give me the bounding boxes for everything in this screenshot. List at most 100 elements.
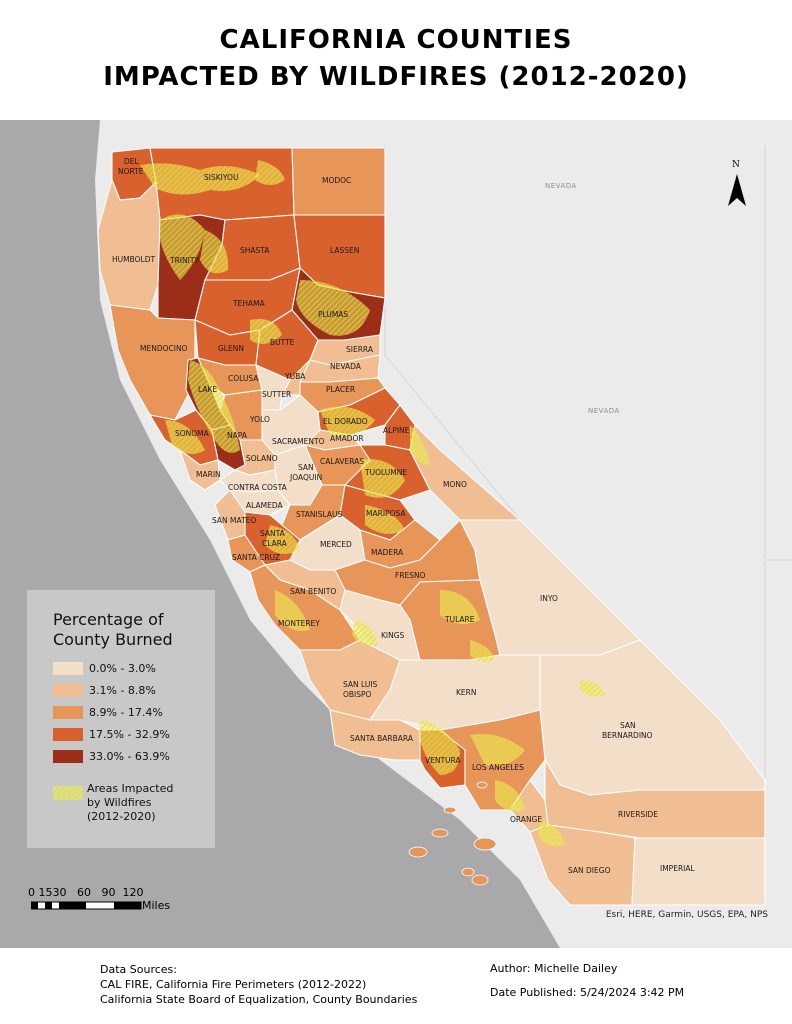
legend-class-label: 17.5% - 32.9% bbox=[89, 728, 170, 741]
label-ventura: VENTURA bbox=[425, 756, 461, 765]
map-title-line-2: IMPACTED BY WILDFIRES (2012-2020) bbox=[103, 62, 689, 92]
data-source-1: CAL FIRE, California Fire Perimeters (20… bbox=[100, 978, 367, 991]
california-map[interactable]: NEVADA NEVADA DEL NORTE SISKIYOU MODOC H… bbox=[0, 120, 792, 948]
label-placer: PLACER bbox=[326, 385, 355, 394]
north-arrow-label: N bbox=[732, 160, 740, 170]
label-kings: KINGS bbox=[381, 631, 405, 640]
scale-bar-unit: Miles bbox=[142, 899, 171, 912]
label-yuba: YUBA bbox=[284, 372, 306, 381]
county-mendocino[interactable] bbox=[109, 304, 196, 421]
legend-class-label: 33.0% - 63.9% bbox=[89, 750, 170, 763]
label-el-dorado: EL DORADO bbox=[323, 417, 368, 426]
legend-swatch bbox=[53, 728, 83, 741]
label-lake: LAKE bbox=[198, 385, 217, 394]
label-kern: KERN bbox=[456, 688, 476, 697]
label-nevada-county: NEVADA bbox=[330, 362, 362, 371]
label-santa-1: SANTA bbox=[260, 529, 286, 538]
label-sacramento: SACRAMENTO bbox=[272, 437, 325, 446]
state-label-nevada-north: NEVADA bbox=[545, 182, 577, 190]
map-frame[interactable]: NEVADA NEVADA DEL NORTE SISKIYOU MODOC H… bbox=[0, 120, 792, 948]
label-imperial: IMPERIAL bbox=[660, 864, 695, 873]
label-inyo: INYO bbox=[540, 594, 558, 603]
label-trinity: TRINITY bbox=[169, 256, 199, 265]
label-stanislaus: STANISLAUS bbox=[296, 510, 342, 519]
county-humboldt[interactable] bbox=[97, 179, 161, 311]
legend-class-label: 3.1% - 8.8% bbox=[89, 684, 156, 697]
county-labels: DEL NORTE SISKIYOU MODOC HUMBOLDT TRINIT… bbox=[112, 157, 695, 875]
wildfire-areas bbox=[140, 160, 605, 847]
label-merced: MERCED bbox=[320, 540, 352, 549]
legend-title-line-2: County Burned bbox=[53, 630, 173, 649]
label-san-joaquin-2: JOAQUIN bbox=[289, 473, 322, 482]
scale-bar-ticks: 0 1530 60 90 120 bbox=[28, 886, 144, 899]
scale-bar-graphic bbox=[31, 901, 142, 910]
label-calaveras: CALAVERAS bbox=[320, 457, 364, 466]
label-orange: ORANGE bbox=[510, 815, 542, 824]
label-tuolumne: TUOLUMNE bbox=[364, 468, 407, 477]
label-madera: MADERA bbox=[371, 548, 404, 557]
date-published: Date Published: 5/24/2024 3:42 PM bbox=[490, 986, 685, 999]
label-colusa: COLUSA bbox=[228, 374, 259, 383]
legend-title: Percentage of County Burned bbox=[53, 610, 173, 650]
label-sutter: SUTTER bbox=[262, 390, 291, 399]
label-san-mateo: SAN MATEO bbox=[212, 516, 256, 525]
channel-islands bbox=[408, 781, 497, 886]
label-contra-costa: CONTRA COSTA bbox=[228, 483, 288, 492]
label-alameda: ALAMEDA bbox=[246, 501, 283, 510]
data-sources-heading: Data Sources: bbox=[100, 963, 177, 976]
label-monterey: MONTEREY bbox=[278, 619, 320, 628]
label-san-diego: SAN DIEGO bbox=[568, 866, 611, 875]
data-sources: Data Sources: CAL FIRE, California Fire … bbox=[100, 962, 417, 1007]
label-del: DEL bbox=[124, 157, 140, 166]
label-butte: BUTTE bbox=[270, 338, 295, 347]
legend-fire-line-2: by Wildfires bbox=[87, 796, 152, 809]
label-mono: MONO bbox=[443, 480, 467, 489]
label-san-bernardino-2: BERNARDINO bbox=[602, 731, 653, 740]
label-amador: AMADOR bbox=[330, 434, 364, 443]
scale-bar: 0 1530 60 90 120 Miles bbox=[28, 886, 198, 926]
label-solano: SOLANO bbox=[246, 454, 278, 463]
label-shasta: SHASTA bbox=[240, 246, 270, 255]
legend-class-label: 8.9% - 17.4% bbox=[89, 706, 163, 719]
legend-fire-label: Areas Impacted by Wildfires (2012-2020) bbox=[87, 782, 207, 824]
label-tehama: TEHAMA bbox=[232, 299, 266, 308]
legend-class-label: 0.0% - 3.0% bbox=[89, 662, 156, 675]
label-marin: MARIN bbox=[196, 470, 221, 479]
author: Author: Michelle Dailey bbox=[490, 962, 618, 975]
legend-fire-line-3: (2012-2020) bbox=[87, 810, 156, 823]
label-mendocino: MENDOCINO bbox=[140, 344, 188, 353]
north-arrow-icon bbox=[728, 174, 746, 206]
legend-fire-swatch bbox=[53, 786, 83, 800]
label-san-joaquin-1: SAN bbox=[298, 463, 314, 472]
legend-swatch bbox=[53, 662, 83, 675]
label-modoc: MODOC bbox=[322, 176, 351, 185]
map-title-line-1: CALIFORNIA COUNTIES bbox=[219, 25, 573, 55]
label-sonoma: SONOMA bbox=[175, 429, 210, 438]
legend-title-line-1: Percentage of bbox=[53, 610, 164, 629]
label-riverside: RIVERSIDE bbox=[618, 810, 658, 819]
label-plumas: PLUMAS bbox=[318, 310, 348, 319]
map-attribution: Esri, HERE, Garmin, USGS, EPA, NPS bbox=[605, 910, 768, 920]
label-siskiyou: SISKIYOU bbox=[204, 173, 238, 182]
legend-swatch bbox=[53, 684, 83, 697]
label-san-benito: SAN BENITO bbox=[290, 587, 336, 596]
label-lassen: LASSEN bbox=[330, 246, 359, 255]
label-yolo: YOLO bbox=[249, 415, 270, 424]
label-humboldt: HUMBOLDT bbox=[112, 255, 155, 264]
state-label-nevada-south: NEVADA bbox=[588, 407, 620, 415]
label-norte: NORTE bbox=[118, 167, 144, 176]
label-santa-barbara: SANTA BARBARA bbox=[350, 734, 414, 743]
map-title: CALIFORNIA COUNTIES IMPACTED BY WILDFIRE… bbox=[0, 22, 792, 96]
county-imperial[interactable] bbox=[631, 837, 766, 906]
legend-swatch bbox=[53, 706, 83, 719]
label-obispo: OBISPO bbox=[343, 690, 372, 699]
label-santa-2: CLARA bbox=[262, 539, 288, 548]
legend-fire-line-1: Areas Impacted bbox=[87, 782, 174, 795]
label-fresno: FRESNO bbox=[395, 571, 426, 580]
label-glenn: GLENN bbox=[218, 344, 244, 353]
legend: Percentage of County Burned 0.0% - 3.0% … bbox=[27, 590, 215, 848]
legend-swatch bbox=[53, 750, 83, 763]
label-los-angeles: LOS ANGELES bbox=[472, 763, 524, 772]
north-arrow: N bbox=[722, 160, 752, 208]
label-mariposa: MARIPOSA bbox=[366, 509, 406, 518]
